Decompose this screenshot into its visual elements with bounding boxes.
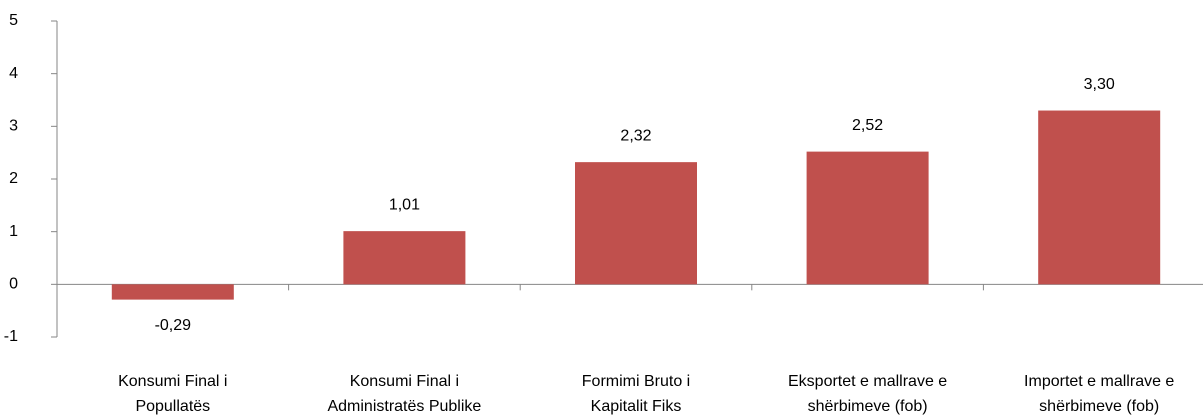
x-tick-label: Importet e mallrave e — [1024, 373, 1174, 390]
bar — [111, 284, 234, 300]
value-label: 3,30 — [1084, 76, 1115, 93]
value-label: 1,01 — [389, 196, 420, 213]
y-tick-label: 4 — [9, 65, 18, 82]
x-tick-label: Formimi Bruto i — [582, 373, 690, 390]
bar — [575, 162, 697, 285]
x-tick-label: Popullatës — [135, 398, 210, 415]
x-tick-label: Kapitalit Fiks — [591, 398, 682, 415]
x-tick-label: shërbimeve (fob) — [1039, 398, 1159, 415]
bar — [343, 231, 466, 285]
y-tick-label: 5 — [9, 12, 18, 29]
x-tick-label: Administratës Publike — [327, 398, 481, 415]
value-label: -0,29 — [155, 317, 192, 334]
y-tick-label: 2 — [9, 170, 18, 187]
value-label: 2,32 — [620, 127, 651, 144]
y-tick-label: -1 — [4, 328, 18, 345]
x-tick-label: shërbimeve (fob) — [808, 398, 928, 415]
x-tick-label: Eksportet e mallrave e — [788, 373, 947, 390]
bar — [1038, 110, 1161, 285]
y-tick-label: 0 — [9, 276, 18, 293]
bar — [806, 151, 929, 285]
value-label: 2,52 — [852, 117, 883, 134]
y-tick-label: 1 — [9, 223, 18, 240]
x-tick-label: Konsumi Final i — [118, 373, 227, 390]
y-tick-label: 3 — [9, 118, 18, 135]
x-tick-label: Konsumi Final i — [350, 373, 459, 390]
